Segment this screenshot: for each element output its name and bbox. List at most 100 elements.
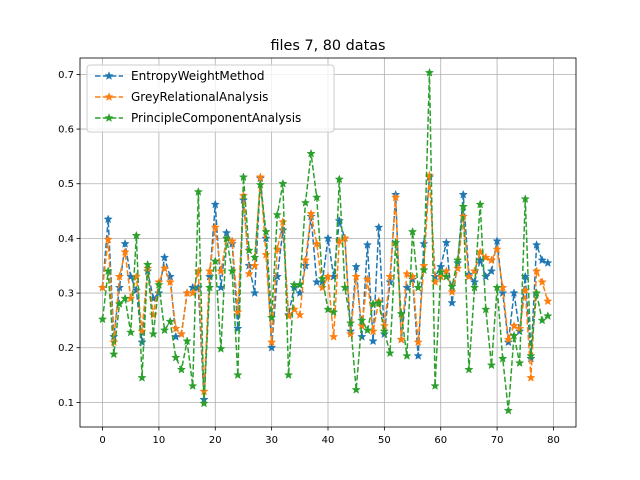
data-point: [266, 337, 277, 347]
data-point: [255, 179, 266, 189]
data-point: [227, 266, 237, 276]
data-point: [385, 271, 395, 281]
data-point: [131, 285, 142, 295]
legend: EntropyWeightMethod GreyRelationalAnalysi…: [86, 64, 335, 133]
data-point: [396, 308, 406, 318]
data-point: [295, 310, 305, 319]
data-point: [306, 148, 316, 158]
data-point: [481, 252, 491, 262]
data-point: [469, 266, 480, 276]
x-tick-label: 10: [153, 435, 166, 446]
y-tick-label: 0.3: [58, 289, 74, 300]
x-tick-label: 70: [491, 435, 504, 446]
data-point: [176, 364, 187, 374]
data-point: [424, 67, 435, 77]
x-tick-label: 0: [99, 435, 105, 446]
data-point: [340, 282, 350, 292]
data-point: [526, 353, 536, 363]
data-point: [227, 236, 237, 246]
series-PrincipleComponentAnalysis: [97, 67, 553, 415]
data-point: [413, 282, 423, 292]
data-point: [458, 189, 468, 199]
data-point: [452, 255, 463, 265]
data-point: [436, 267, 446, 277]
data-point: [109, 349, 119, 359]
data-point: [97, 314, 108, 324]
data-point: [159, 252, 170, 262]
data-point: [250, 288, 260, 298]
legend-marker: [104, 113, 114, 122]
data-point: [486, 255, 497, 265]
plot-series: [97, 67, 553, 415]
data-point: [120, 238, 130, 248]
y-tick-label: 0.7: [58, 70, 74, 81]
data-point: [188, 288, 198, 298]
x-tick-label: 80: [547, 435, 560, 446]
data-point: [266, 342, 277, 352]
x-tick-label: 40: [322, 435, 335, 446]
data-point: [492, 282, 502, 292]
data-point: [498, 288, 508, 298]
data-point: [97, 282, 108, 292]
x-tick-label: 20: [209, 435, 222, 446]
data-point: [142, 259, 153, 269]
x-tick-label: 30: [265, 435, 278, 446]
data-point: [165, 277, 175, 287]
data-point: [481, 304, 491, 314]
data-point: [114, 271, 125, 281]
data-point: [103, 266, 113, 276]
data-point: [266, 312, 277, 322]
data-point: [407, 271, 418, 281]
data-point: [148, 329, 158, 339]
data-point: [323, 304, 333, 314]
data-point: [362, 274, 373, 284]
data-point: [475, 199, 485, 209]
data-point: [328, 307, 339, 317]
data-point: [543, 311, 553, 320]
data-point: [312, 192, 322, 202]
data-point: [447, 287, 457, 296]
data-point: [233, 323, 243, 333]
data-point: [351, 271, 361, 281]
data-point: [126, 327, 136, 337]
data-point: [283, 311, 294, 320]
data-point: [385, 348, 395, 358]
data-point: [441, 271, 452, 281]
data-point: [261, 249, 271, 259]
data-point: [486, 266, 497, 276]
y-tick-label: 0.4: [58, 234, 74, 245]
data-point: [509, 288, 519, 298]
data-point: [531, 240, 542, 249]
data-point: [531, 266, 542, 276]
data-point: [503, 405, 514, 415]
data-point: [233, 307, 243, 317]
data-point: [317, 282, 328, 292]
data-point: [447, 281, 457, 291]
y-tick-label: 0.6: [58, 125, 74, 136]
data-point: [188, 381, 198, 390]
data-point: [537, 277, 547, 287]
data-point: [159, 263, 170, 273]
data-point: [323, 271, 333, 281]
data-point: [396, 334, 406, 344]
data-point: [272, 271, 282, 281]
data-point: [469, 282, 480, 292]
legend-marker: [104, 92, 114, 101]
data-point: [210, 256, 220, 266]
data-point: [272, 209, 282, 219]
data-point: [103, 234, 113, 244]
data-point: [464, 364, 474, 374]
data-point: [165, 316, 175, 326]
data-point: [374, 298, 384, 307]
x-tick-label: 50: [378, 435, 391, 446]
data-point: [154, 288, 164, 298]
x-tick-label: 60: [434, 435, 447, 446]
data-point: [210, 199, 220, 209]
data-point: [171, 352, 181, 362]
data-point: [289, 304, 299, 314]
data-point: [374, 222, 384, 232]
data-point: [492, 244, 502, 254]
data-point: [238, 172, 249, 182]
data-point: [199, 398, 209, 408]
data-point: [402, 269, 412, 278]
